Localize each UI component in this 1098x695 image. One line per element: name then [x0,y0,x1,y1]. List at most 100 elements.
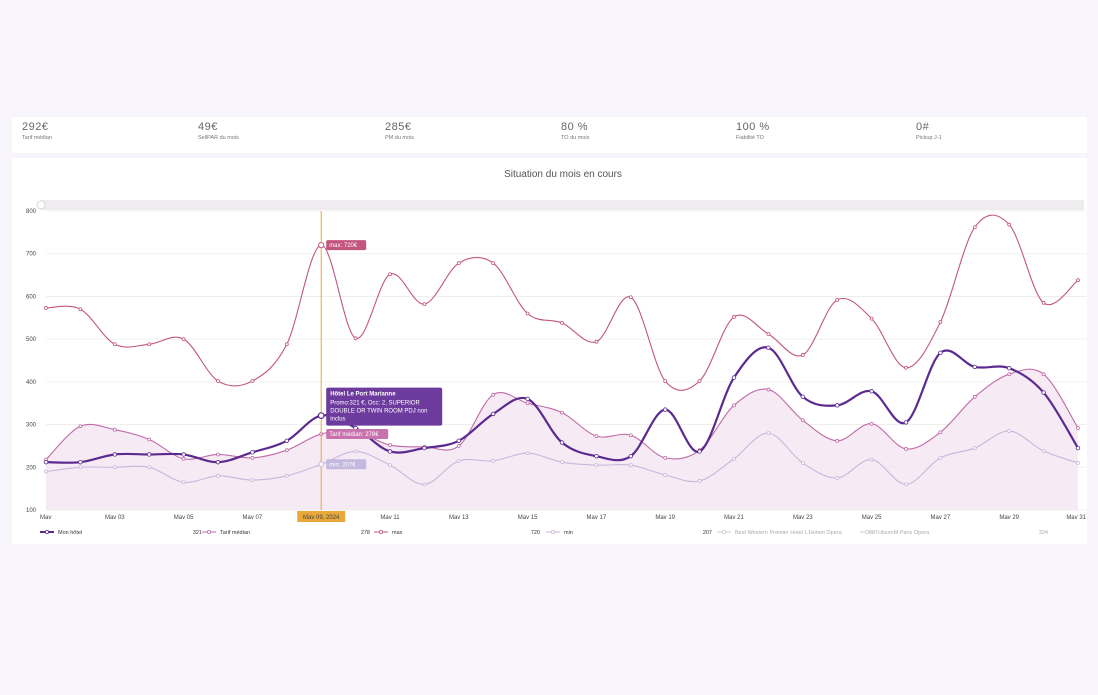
data-point-max[interactable] [663,379,668,383]
legend-item[interactable]: min 207 [546,529,712,536]
data-point-max[interactable] [904,365,908,370]
data-point-mon-hotel[interactable] [422,445,427,451]
data-point-median[interactable] [181,456,186,461]
legend-item[interactable]: Best Western Premier Hotel L'Horset Oper… [717,529,878,536]
data-point-median[interactable] [525,401,530,406]
data-point-min[interactable] [766,431,771,436]
data-point-max[interactable] [835,297,840,302]
data-point-max[interactable] [1041,300,1046,305]
data-point-min[interactable] [663,473,668,477]
data-point-max[interactable] [216,379,220,383]
data-point-median[interactable] [594,434,599,439]
data-point-median[interactable] [216,452,220,457]
data-point-min[interactable] [353,449,358,454]
data-point-max[interactable] [628,295,633,300]
data-point-mon-hotel[interactable] [215,459,221,465]
data-point-min[interactable] [1007,429,1012,433]
data-point-min[interactable] [250,478,255,483]
data-point-max[interactable] [972,225,977,230]
data-point-max[interactable] [1076,278,1080,283]
data-point-max[interactable] [353,336,358,341]
data-point-min[interactable] [594,463,599,468]
data-point-median[interactable] [456,444,461,448]
data-point-median[interactable] [560,410,564,415]
data-point-max[interactable] [766,332,771,336]
data-point-median[interactable] [800,418,805,423]
data-point-mon-hotel[interactable] [938,350,943,356]
data-point-mon-hotel[interactable] [78,459,83,465]
data-point-min[interactable] [800,461,805,465]
legend-item[interactable]: citizenM Paris Opera 324 [860,529,1048,536]
data-point-median[interactable] [972,394,977,399]
data-point-median[interactable] [628,433,633,438]
data-point-max[interactable] [1007,222,1012,227]
data-point-mon-hotel[interactable] [491,411,496,417]
data-point-median[interactable] [835,438,840,443]
data-point-mon-hotel[interactable] [456,438,461,444]
data-point-median[interactable] [284,448,289,453]
data-point-median[interactable] [388,443,392,447]
data-point-mon-hotel[interactable] [835,403,840,408]
data-point-mon-hotel[interactable] [146,452,152,457]
data-point-median[interactable] [147,437,152,442]
data-point-min[interactable] [904,482,908,487]
data-point-min[interactable] [491,458,496,463]
data-point-min[interactable] [835,476,840,480]
data-point-median[interactable] [250,455,255,460]
data-point-mon-hotel[interactable] [731,375,737,380]
data-point-mon-hotel[interactable] [1007,365,1012,371]
data-point-mon-hotel[interactable] [559,440,565,445]
data-point-mon-hotel[interactable] [1041,390,1046,395]
data-point-min[interactable] [1041,449,1046,453]
data-point-mon-hotel[interactable] [250,450,255,455]
legend-item[interactable]: Tarif médian 278 [202,529,370,536]
data-point-mon-hotel[interactable] [800,394,805,400]
data-point-min[interactable] [869,457,874,462]
data-point-max[interactable] [284,342,289,347]
data-point-median[interactable] [869,421,874,426]
data-point-mon-hotel[interactable] [903,420,909,425]
data-point-median[interactable] [112,427,117,432]
data-point-min[interactable] [422,482,427,487]
data-point-max[interactable] [78,307,83,312]
data-point-max[interactable] [147,342,152,347]
data-point-min[interactable] [456,458,461,463]
data-point-mon-hotel[interactable] [525,396,530,402]
data-point-median[interactable] [938,430,943,435]
data-point-median[interactable] [1007,372,1012,377]
data-point-min[interactable] [732,456,736,461]
data-point-mon-hotel[interactable] [112,452,117,457]
data-point-min[interactable] [560,460,564,465]
data-point-min[interactable] [388,463,392,468]
data-point-mon-hotel[interactable] [697,449,702,454]
rate-chart[interactable]: Situation du mois en cours 100 200 300 400 5… [12,158,1087,544]
data-point-min[interactable] [44,469,48,474]
zoom-scrollbar[interactable] [40,200,1084,210]
data-point-max[interactable] [181,337,186,342]
data-point-max[interactable] [560,321,564,325]
data-point-min[interactable] [697,479,702,483]
data-point-max[interactable] [800,353,805,357]
data-point-mon-hotel[interactable] [1075,445,1081,451]
data-point-max[interactable] [594,339,599,344]
data-point-median[interactable] [766,387,771,392]
data-point-mon-hotel[interactable] [387,449,393,454]
data-point-max[interactable] [422,302,427,307]
data-point-max[interactable] [112,342,117,347]
data-point-min[interactable] [112,465,117,470]
data-point-mon-hotel[interactable] [766,345,771,350]
data-point-min[interactable] [216,473,220,478]
data-point-min[interactable] [972,446,977,450]
data-point-mon-hotel[interactable] [43,459,49,465]
data-point-mon-hotel[interactable] [181,452,186,457]
data-point-mon-hotel[interactable] [284,438,289,444]
legend-item[interactable]: max 720 [374,529,540,536]
data-point-min[interactable] [1076,461,1080,465]
data-point-median[interactable] [1041,372,1046,377]
data-point-min[interactable] [78,465,83,470]
data-point-max[interactable] [697,379,702,383]
data-point-mon-hotel[interactable] [628,453,633,459]
data-point-median[interactable] [732,403,736,408]
data-point-median[interactable] [663,455,668,460]
data-point-max[interactable] [491,261,496,266]
